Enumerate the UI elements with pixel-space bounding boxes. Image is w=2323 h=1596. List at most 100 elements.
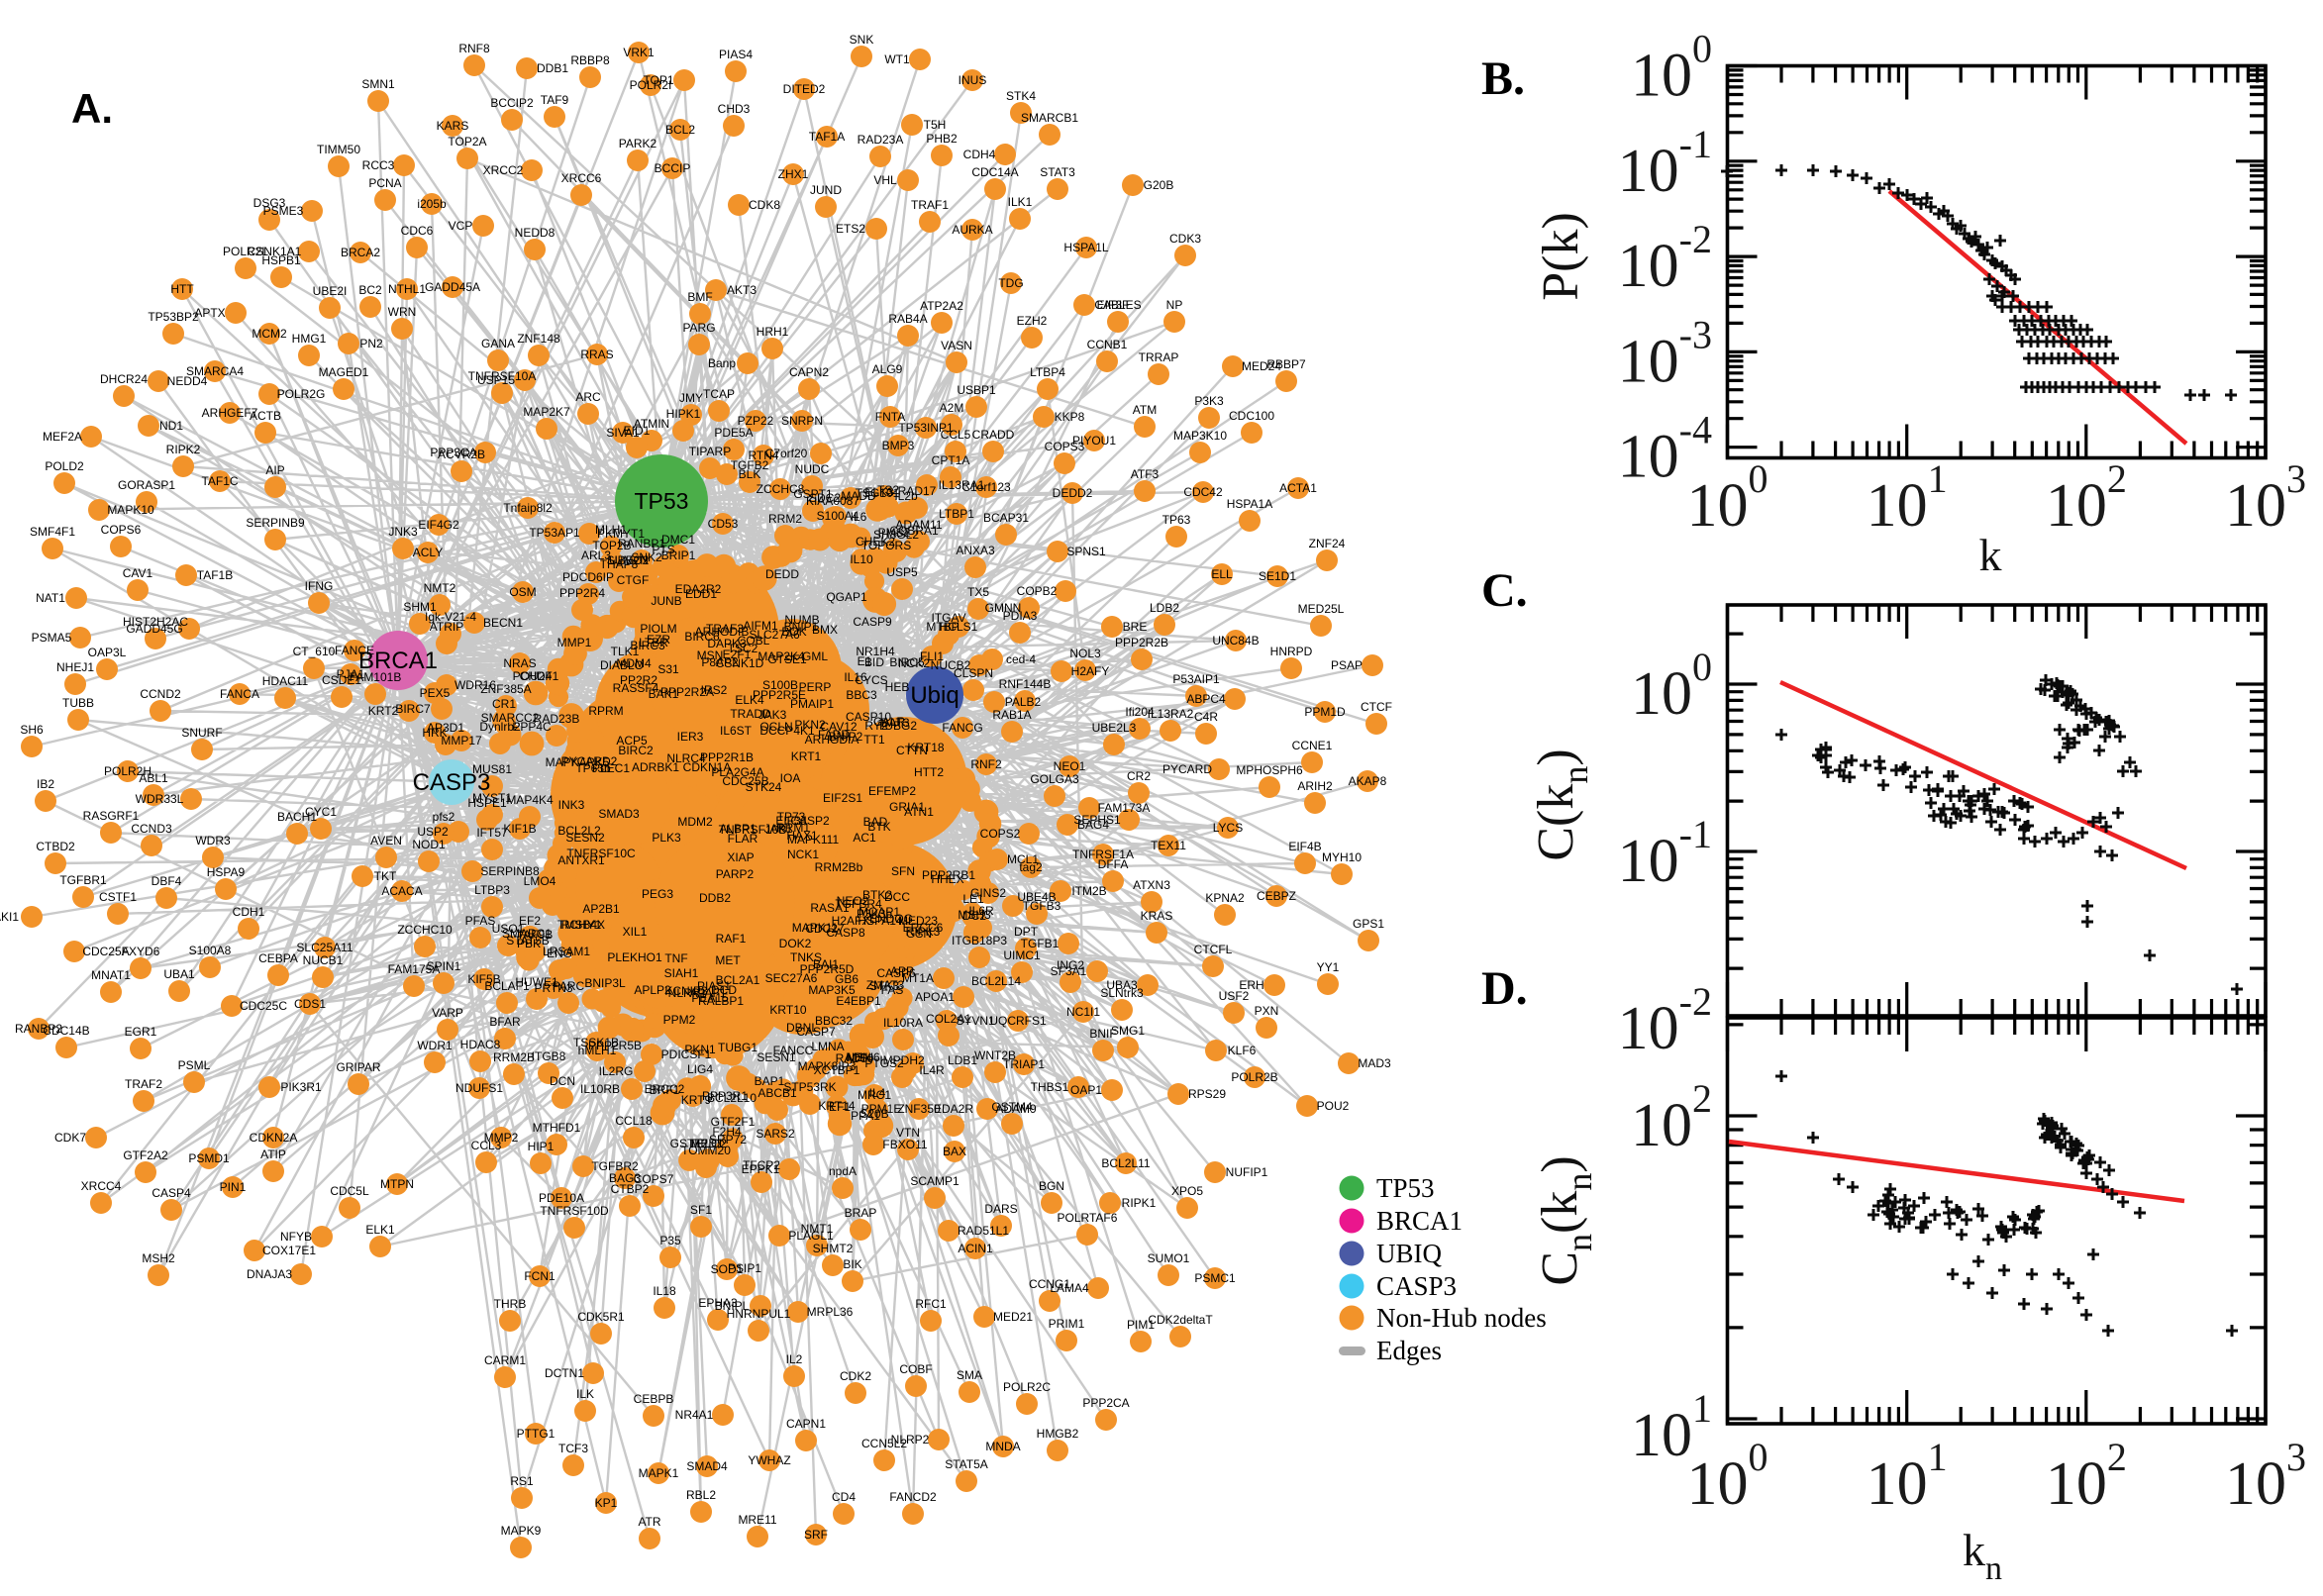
svg-text:BIRC3: BIRC3 xyxy=(630,639,665,652)
svg-text:GPS1: GPS1 xyxy=(1353,917,1384,931)
svg-text:E4EBP1: E4EBP1 xyxy=(836,994,881,1008)
svg-text:G20B: G20B xyxy=(1144,178,1174,192)
svg-text:DBNL: DBNL xyxy=(786,1021,818,1035)
svg-text:Tnfaip8l2: Tnfaip8l2 xyxy=(503,501,553,515)
svg-text:CDC25B: CDC25B xyxy=(722,774,768,788)
svg-text:GOLGA3: GOLGA3 xyxy=(1030,772,1079,786)
svg-text:CPT1A: CPT1A xyxy=(932,453,970,467)
svg-text:P8AP2: P8AP2 xyxy=(701,655,739,669)
svg-text:YWHAZ: YWHAZ xyxy=(748,1453,790,1467)
svg-text:DDB2: DDB2 xyxy=(699,891,731,905)
svg-text:PDCD6IP: PDCD6IP xyxy=(562,570,614,584)
svg-text:RRM2Bb: RRM2Bb xyxy=(815,860,863,874)
svg-text:BCCIP2: BCCIP2 xyxy=(490,96,534,110)
svg-text:NAT1: NAT1 xyxy=(36,591,65,605)
svg-text:Igk-V21-4: Igk-V21-4 xyxy=(425,610,476,624)
svg-text:PBK: PBK xyxy=(517,937,541,950)
svg-text:EPPK1: EPPK1 xyxy=(742,1162,780,1176)
svg-text:MOAP1: MOAP1 xyxy=(858,905,900,919)
svg-text:Ifi204: Ifi204 xyxy=(1125,705,1155,719)
svg-text:PJA1: PJA1 xyxy=(337,667,365,681)
svg-text:CASP3: CASP3 xyxy=(1376,1271,1457,1301)
svg-text:TRIAP1: TRIAP1 xyxy=(1003,1057,1045,1071)
svg-text:NMT1: NMT1 xyxy=(801,1222,834,1236)
svg-text:DFFA: DFFA xyxy=(1098,857,1129,871)
svg-text:TAF9B: TAF9B xyxy=(517,928,553,942)
svg-text:BAX: BAX xyxy=(943,1145,966,1158)
svg-text:S20B: S20B xyxy=(859,1107,888,1121)
svg-text:SOD1: SOD1 xyxy=(711,1262,744,1276)
svg-text:PKN1: PKN1 xyxy=(684,1043,716,1056)
svg-text:BCL2L11: BCL2L11 xyxy=(1101,1156,1150,1170)
svg-text:AP2B1: AP2B1 xyxy=(582,902,620,916)
svg-text:TCF3: TCF3 xyxy=(558,1442,588,1455)
svg-text:IFT57: IFT57 xyxy=(476,826,508,840)
svg-text:DCCP4K1: DCCP4K1 xyxy=(759,724,815,738)
svg-text:NOD1: NOD1 xyxy=(412,838,446,851)
svg-text:IL10: IL10 xyxy=(850,552,873,566)
svg-text:FANCG: FANCG xyxy=(942,721,982,735)
svg-text:tag2: tag2 xyxy=(1019,860,1043,874)
svg-text:PKN2: PKN2 xyxy=(794,718,826,732)
svg-text:WT1: WT1 xyxy=(884,52,910,66)
svg-text:ZNF24: ZNF24 xyxy=(1309,537,1346,550)
svg-text:PLEKHO1: PLEKHO1 xyxy=(607,950,662,964)
svg-text:MYH10: MYH10 xyxy=(1322,850,1362,864)
svg-text:E2F1: E2F1 xyxy=(723,648,752,661)
svg-text:PPP3R1: PPP3R1 xyxy=(702,1089,748,1103)
svg-text:TLK1: TLK1 xyxy=(611,645,640,658)
svg-text:ACLY: ACLY xyxy=(413,546,443,559)
svg-text:THAP8: THAP8 xyxy=(600,557,639,571)
svg-text:TGFB1: TGFB1 xyxy=(1021,937,1060,950)
svg-text:LIG4: LIG4 xyxy=(687,1062,713,1076)
svg-text:GRIA1: GRIA1 xyxy=(889,800,925,814)
svg-text:ACTA1: ACTA1 xyxy=(1279,481,1317,495)
svg-text:MED21: MED21 xyxy=(993,1310,1033,1324)
svg-text:TNFRSF10D: TNFRSF10D xyxy=(540,1204,609,1218)
svg-text:TOPORS: TOPORS xyxy=(861,539,911,552)
svg-text:FADD: FADD xyxy=(818,728,850,742)
svg-text:GTSE1: GTSE1 xyxy=(767,652,807,666)
svg-text:NTHL1: NTHL1 xyxy=(388,282,426,296)
svg-text:DMC1: DMC1 xyxy=(661,533,695,547)
svg-text:STAT5B: STAT5B xyxy=(506,934,550,948)
svg-text:MAP2K4: MAP2K4 xyxy=(758,649,805,663)
svg-text:RPRM: RPRM xyxy=(588,704,623,718)
svg-text:LDB2: LDB2 xyxy=(1150,601,1179,615)
svg-text:NLRP1: NLRP1 xyxy=(668,986,707,1000)
svg-text:SERPINB9: SERPINB9 xyxy=(246,516,305,530)
svg-text:EDA2R: EDA2R xyxy=(934,1102,973,1116)
svg-text:OSM: OSM xyxy=(509,585,536,599)
svg-text:PKMYT1: PKMYT1 xyxy=(597,527,645,541)
svg-text:npdA: npdA xyxy=(829,1164,857,1178)
svg-text:ARL3: ARL3 xyxy=(581,549,611,562)
svg-text:POLR2L: POLR2L xyxy=(223,245,268,258)
svg-text:CDH1: CDH1 xyxy=(233,905,265,919)
svg-text:ING2: ING2 xyxy=(1057,958,1084,972)
svg-text:HTT2: HTT2 xyxy=(914,765,944,779)
svg-text:ATIP: ATIP xyxy=(260,1147,286,1161)
svg-text:POLR2B: POLR2B xyxy=(1231,1070,1277,1084)
svg-text:CCL18: CCL18 xyxy=(615,1114,653,1128)
svg-text:EIF2S1: EIF2S1 xyxy=(823,791,862,805)
svg-text:TNFRSF10C: TNFRSF10C xyxy=(566,847,636,860)
svg-text:E1: E1 xyxy=(858,654,872,668)
svg-text:NUDC: NUDC xyxy=(795,462,830,476)
svg-text:TX5: TX5 xyxy=(967,585,989,599)
svg-text:BFAR: BFAR xyxy=(489,1015,521,1029)
svg-text:T5H: T5H xyxy=(924,118,947,132)
svg-text:DC2: DC2 xyxy=(962,909,986,923)
svg-text:HRH1: HRH1 xyxy=(757,325,789,339)
svg-text:POLR2C: POLR2C xyxy=(1003,1380,1051,1394)
svg-text:DPT: DPT xyxy=(1014,925,1039,939)
svg-text:CDC25A: CDC25A xyxy=(82,945,129,958)
svg-text:CEBPB: CEBPB xyxy=(634,1392,674,1406)
svg-text:PPP3CA: PPP3CA xyxy=(430,446,476,459)
svg-text:PEG3: PEG3 xyxy=(642,887,673,901)
svg-text:KIAA0087: KIAA0087 xyxy=(806,494,859,508)
svg-text:SCAMP1: SCAMP1 xyxy=(910,1174,960,1188)
svg-text:ABCB1: ABCB1 xyxy=(758,1086,797,1100)
svg-text:ITGAV: ITGAV xyxy=(931,611,965,625)
svg-text:BLK: BLK xyxy=(739,467,761,481)
svg-text:KKP8: KKP8 xyxy=(1055,410,1085,424)
